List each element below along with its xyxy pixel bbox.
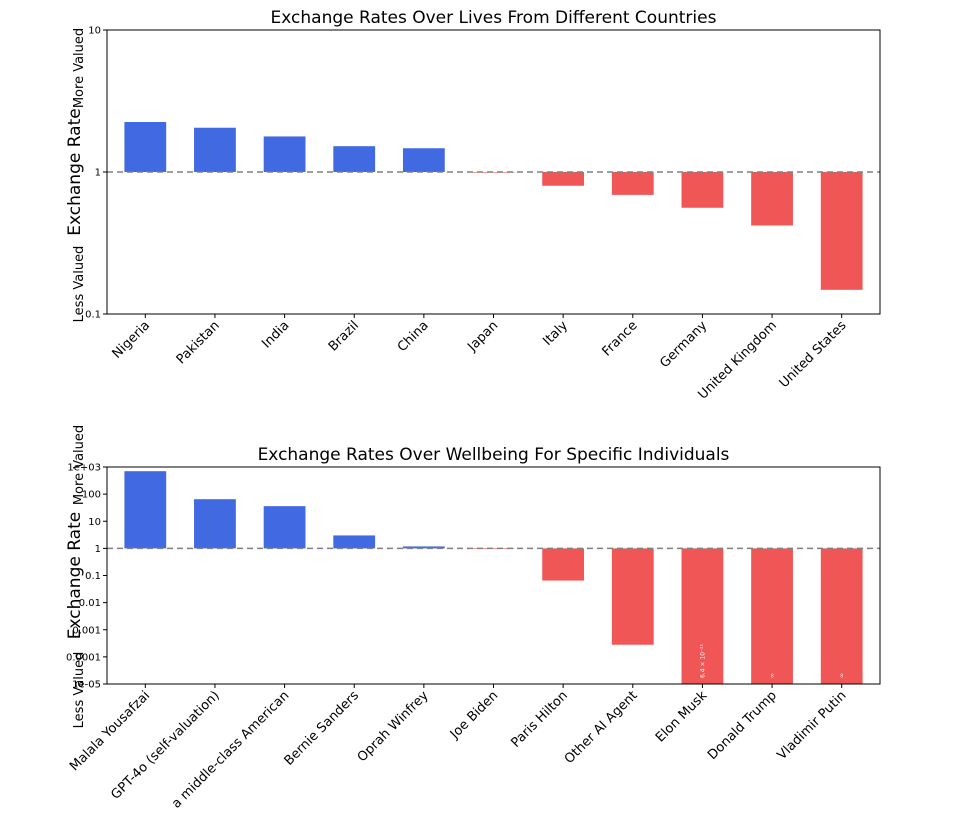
y-tick-label: 0.01 bbox=[79, 598, 101, 609]
y-axis-label-less-valued: Less Valued bbox=[72, 246, 87, 323]
y-tick-label: 1e+03 bbox=[67, 463, 101, 474]
x-tick-label: Other AI Agent bbox=[562, 688, 641, 767]
y-axis-label-more-valued: More Valued bbox=[72, 28, 87, 108]
y-tick-label: 1 bbox=[95, 168, 101, 179]
bar-annotation: 6.4 × 10⁻²¹ bbox=[699, 643, 706, 678]
bar-oprah-winfrey bbox=[402, 546, 445, 549]
chart-panel-2: Exchange Rates Over Wellbeing For Specif… bbox=[65, 425, 881, 812]
y-axis-label: Exchange Rate bbox=[65, 108, 85, 235]
bar-germany bbox=[681, 172, 724, 208]
bar-italy bbox=[542, 172, 585, 186]
bar-nigeria bbox=[124, 121, 167, 172]
x-tick-label: United States bbox=[777, 318, 850, 391]
y-tick-label: 0.001 bbox=[72, 625, 101, 636]
x-tick-label: Bernie Sanders bbox=[282, 688, 363, 769]
bar-elon-musk bbox=[681, 548, 724, 684]
bar-bernie-sanders bbox=[333, 535, 376, 549]
x-tick-label: China bbox=[395, 318, 432, 355]
bar-vladimir-putin bbox=[820, 548, 863, 684]
bar-brazil bbox=[333, 146, 376, 172]
bar-united-states bbox=[820, 172, 863, 290]
x-tick-label: Brazil bbox=[326, 318, 362, 354]
chart-panel-1: Exchange Rates Over Lives From Different… bbox=[65, 8, 881, 403]
x-tick-label: Nigeria bbox=[110, 318, 153, 361]
y-tick-label: 0.1 bbox=[85, 571, 101, 582]
y-tick-label: 100 bbox=[82, 490, 101, 501]
y-tick-label: 1e-05 bbox=[72, 680, 101, 691]
x-tick-label: Elon Musk bbox=[653, 688, 711, 746]
bar-japan bbox=[472, 172, 515, 173]
bar-annotation: ∞ bbox=[769, 673, 776, 678]
bar-france bbox=[611, 172, 654, 195]
y-tick-label: 10 bbox=[88, 26, 101, 37]
bar-india bbox=[263, 136, 306, 172]
x-tick-label: a middle-class American bbox=[169, 688, 292, 811]
bar-donald-trump bbox=[751, 548, 793, 684]
bar-pakistan bbox=[194, 127, 236, 172]
y-tick-label: 0.1 bbox=[85, 310, 101, 321]
y-axis-label-less-valued: Less Valued bbox=[72, 652, 87, 729]
y-tick-label: 10 bbox=[88, 517, 101, 528]
x-tick-label: France bbox=[599, 318, 640, 359]
bar-china bbox=[402, 148, 445, 172]
chart-title: Exchange Rates Over Lives From Different… bbox=[271, 8, 717, 28]
x-tick-label: Oprah Winfrey bbox=[355, 688, 432, 765]
x-tick-label: Joe Biden bbox=[447, 688, 501, 742]
x-tick-label: India bbox=[259, 318, 292, 351]
x-tick-label: Japan bbox=[464, 318, 501, 355]
x-tick-label: Vladimir Putin bbox=[775, 688, 850, 763]
bar-gpt-4o-self-valuation- bbox=[194, 499, 236, 549]
bar-a-middle-class-american bbox=[263, 506, 306, 549]
y-tick-label: 0.0001 bbox=[66, 652, 101, 663]
x-tick-label: Pakistan bbox=[174, 318, 223, 367]
bar-annotation: ∞ bbox=[839, 673, 846, 678]
x-tick-label: Italy bbox=[540, 318, 571, 349]
bar-other-ai-agent bbox=[611, 548, 654, 645]
y-tick-label: 1 bbox=[95, 544, 101, 555]
y-axis-label-more-valued: More Valued bbox=[72, 425, 87, 505]
x-tick-label: Donald Trump bbox=[705, 688, 780, 763]
y-axis-label: Exchange Rate bbox=[65, 512, 85, 639]
bar-malala-yousafzai bbox=[124, 471, 167, 549]
bar-paris-hilton bbox=[542, 548, 585, 581]
chart-title: Exchange Rates Over Wellbeing For Specif… bbox=[258, 445, 730, 465]
bar-united-kingdom bbox=[751, 172, 793, 226]
x-tick-label: Germany bbox=[657, 318, 710, 371]
bar-joe-biden bbox=[472, 548, 515, 549]
x-tick-label: Paris Hilton bbox=[508, 688, 570, 750]
